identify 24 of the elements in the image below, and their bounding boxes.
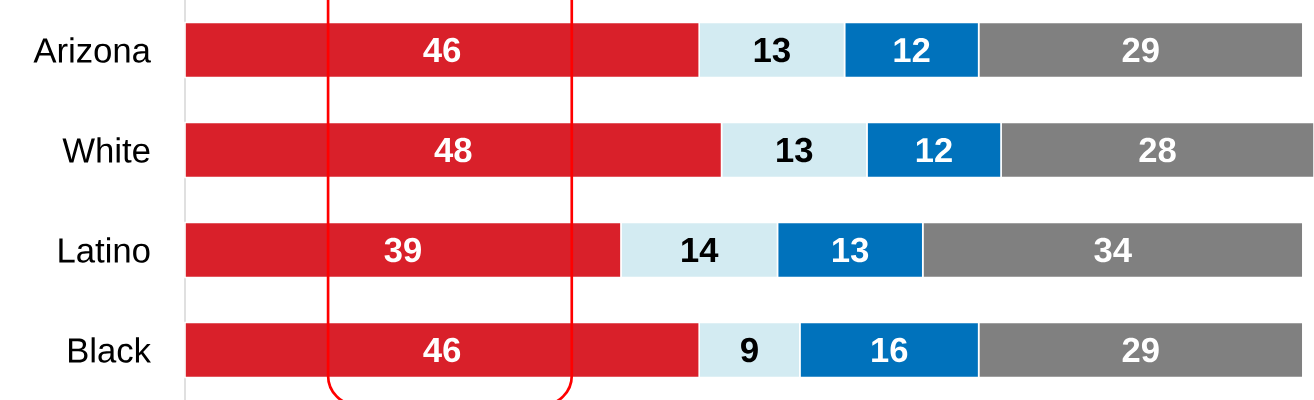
bar (921, 221, 1304, 279)
data-label: 46 (423, 37, 461, 63)
data-label: 29 (1122, 37, 1159, 63)
y-tick-label: White (62, 137, 150, 163)
data-label: 39 (384, 237, 421, 263)
data-label: 29 (1122, 337, 1159, 363)
data-label: 28 (1139, 137, 1176, 163)
data-label: 13 (833, 237, 869, 263)
y-tick-label: Arizona (33, 37, 151, 63)
y-tick-label: Latino (59, 237, 150, 263)
data-label: 34 (1094, 237, 1132, 263)
data-label: 13 (754, 37, 790, 63)
bar (977, 321, 1304, 379)
bar (1000, 121, 1314, 179)
data-label: 12 (916, 137, 952, 163)
data-label: 46 (423, 337, 461, 363)
data-label: 9 (741, 337, 758, 363)
data-label: 13 (777, 137, 813, 163)
data-label: 12 (894, 37, 930, 63)
data-label: 16 (872, 337, 908, 363)
y-tick-label: Black (69, 337, 151, 363)
data-label: 48 (434, 137, 472, 163)
data-label: 14 (682, 238, 719, 262)
bar (977, 21, 1304, 79)
